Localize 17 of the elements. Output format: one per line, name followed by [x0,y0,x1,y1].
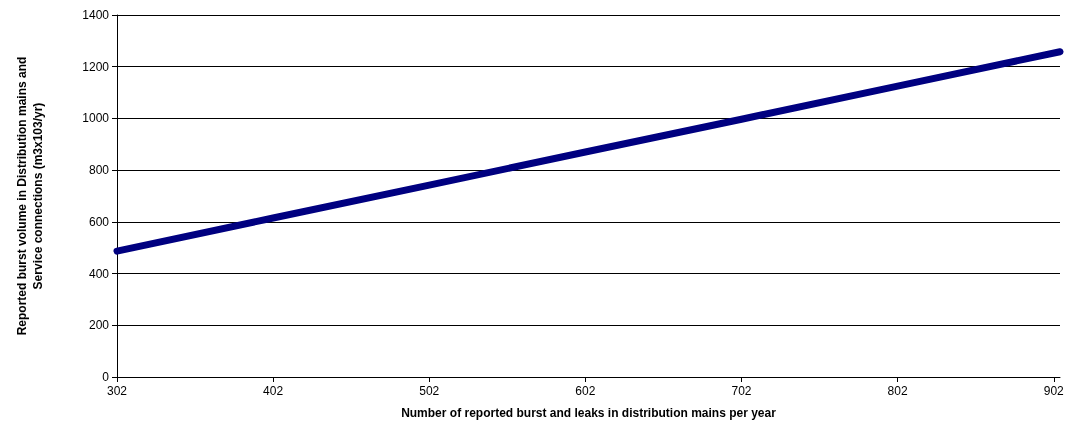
y-tick-label: 1200 [82,59,110,74]
x-tick-label: 502 [419,384,440,398]
x-tick-label: 402 [263,384,284,398]
y-tick-label: 800 [88,163,110,178]
y-tick-label: 200 [88,318,110,333]
y-tick-label: 600 [88,214,110,229]
x-tick-label: 602 [575,384,596,398]
y-tick-label: 0 [102,370,110,384]
x-axis-title: Number of reported burst and leaks in distribution mains per year [401,406,777,420]
y-tick-label: 1400 [82,8,110,22]
x-tick-label: 302 [106,384,128,398]
x-tick-label: 802 [887,384,908,398]
x-tick-label: 902 [1043,384,1065,398]
x-tick-label: 702 [731,384,752,398]
y-tick-label: 400 [88,266,110,281]
y-tick-label: 1000 [82,111,110,126]
y-axis-title: Reported burst volume in Distribution mains and Service connections (m3x103/yr) [14,55,46,338]
